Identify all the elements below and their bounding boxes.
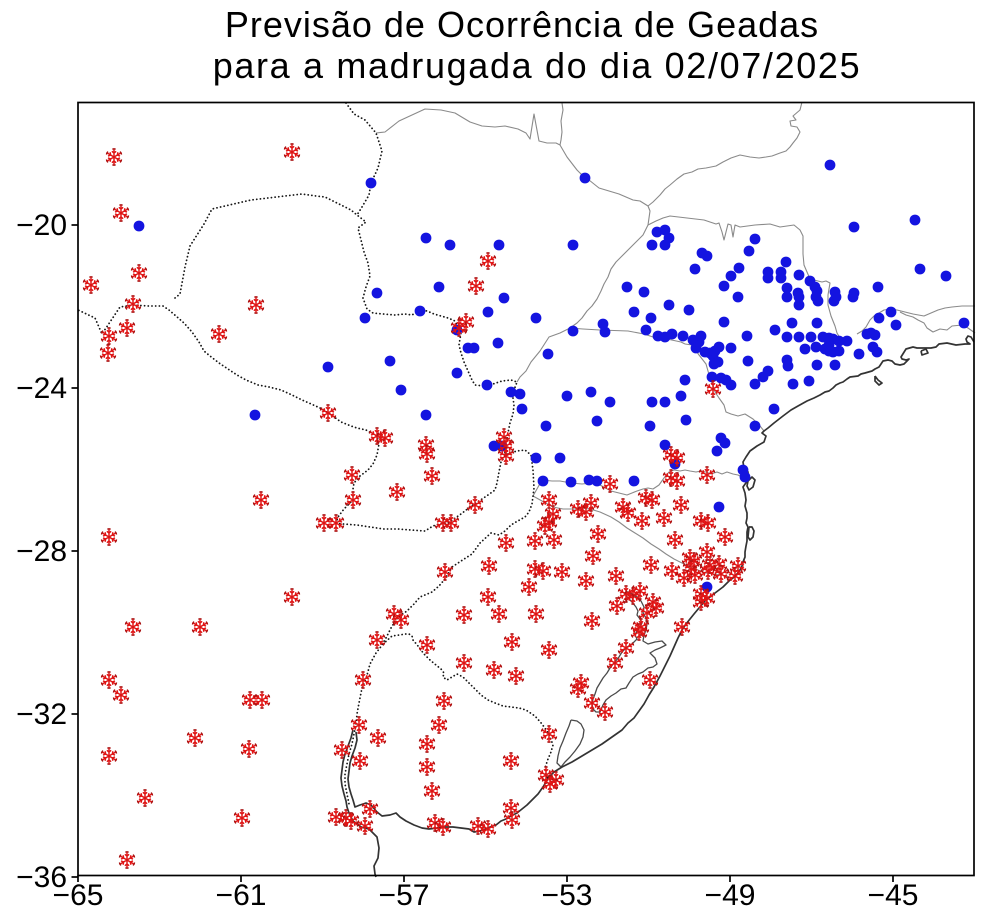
svg-text:−57: −57	[379, 879, 430, 912]
svg-text:−32: −32	[16, 698, 67, 731]
svg-text:−24: −24	[16, 372, 67, 405]
svg-text:−36: −36	[16, 861, 67, 894]
svg-text:−53: −53	[542, 879, 593, 912]
svg-text:−49: −49	[705, 879, 756, 912]
svg-text:−65: −65	[53, 879, 104, 912]
svg-text:−45: −45	[868, 879, 919, 912]
svg-text:para a madrugada do dia 02/07/: para a madrugada do dia 02/07/2025	[213, 45, 862, 86]
svg-text:−28: −28	[16, 535, 67, 568]
svg-text:−20: −20	[16, 209, 67, 242]
svg-text:Previsão de Ocorrência de Gead: Previsão de Ocorrência de Geadas	[225, 4, 819, 45]
svg-text:−61: −61	[216, 879, 267, 912]
